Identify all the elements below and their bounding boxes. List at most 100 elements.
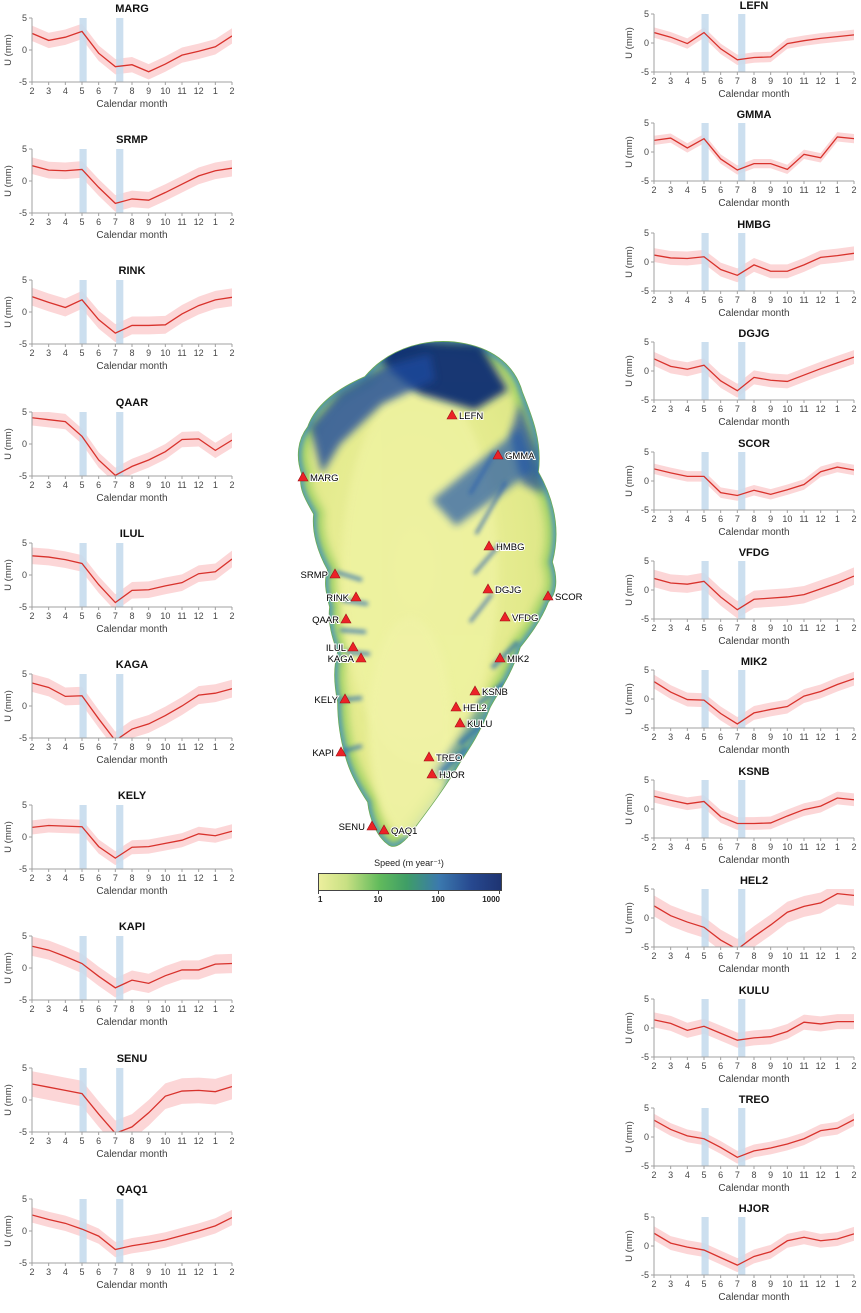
x-tick-label: 11 bbox=[177, 348, 186, 358]
x-tick-label: 7 bbox=[113, 348, 118, 358]
station-triangle-marker bbox=[483, 540, 495, 551]
y-tick-label: -5 bbox=[19, 1258, 27, 1268]
x-tick-label: 5 bbox=[79, 742, 84, 752]
x-axis-label: Calendar month bbox=[96, 361, 167, 372]
y-axis-label: U (mm) bbox=[624, 136, 635, 168]
station-triangle-marker bbox=[350, 591, 362, 602]
x-tick-label: 2 bbox=[851, 514, 856, 524]
plot-area bbox=[32, 936, 232, 1000]
uncertainty-band bbox=[32, 412, 232, 476]
x-tick-label: 3 bbox=[668, 951, 673, 961]
station-label: HJOR bbox=[439, 770, 465, 781]
station-treo: TREO bbox=[423, 751, 463, 765]
x-tick-label: 7 bbox=[735, 1061, 740, 1071]
speed-colorbar: Speed (m year⁻¹) 1 10 100 1000 bbox=[318, 858, 502, 906]
y-axis-label: U (mm) bbox=[624, 902, 635, 934]
y-axis-label: U (mm) bbox=[3, 821, 14, 853]
x-tick-label: 8 bbox=[751, 514, 756, 524]
plot-title: LEFN bbox=[740, 0, 769, 12]
subplot-marg: 5 0 -5 2 3 4 5 6 7 8 9 10 11 12 1 2 MARG Calendar month U … bbox=[0, 2, 238, 133]
station-hmbg: HMBG bbox=[483, 540, 526, 554]
plot-title: SENU bbox=[117, 1053, 148, 1065]
x-tick-label: 10 bbox=[160, 86, 170, 96]
x-tick-label: 12 bbox=[194, 1004, 204, 1014]
y-tick-label: 5 bbox=[644, 556, 649, 566]
mean-displacement-line bbox=[654, 678, 854, 725]
subplot-ksnb: 5 0 -5 2 3 4 5 6 7 8 9 10 11 12 1 2 KSNB Calendar month U … bbox=[621, 766, 860, 876]
station-label: DGJG bbox=[495, 585, 521, 596]
x-tick-label: 6 bbox=[718, 732, 723, 742]
x-tick-label: 4 bbox=[685, 623, 690, 633]
x-tick-label: 9 bbox=[768, 1061, 773, 1071]
x-tick-label: 1 bbox=[213, 1136, 218, 1146]
x-tick-label: 9 bbox=[768, 295, 773, 305]
station-lefn: LEFN bbox=[446, 409, 484, 423]
y-axis-label: U (mm) bbox=[3, 1084, 14, 1116]
y-axis-label: U (mm) bbox=[624, 1230, 635, 1262]
x-tick-label: 2 bbox=[851, 1061, 856, 1071]
x-axis-label: Calendar month bbox=[718, 1292, 789, 1303]
y-tick-label: -5 bbox=[641, 1161, 649, 1171]
season-highlight-bar bbox=[701, 452, 709, 510]
subplot-qaq1: 5 0 -5 2 3 4 5 6 7 8 9 10 11 12 1 2 QAQ1 Calendar month U … bbox=[0, 1183, 238, 1313]
y-tick-label: 5 bbox=[644, 665, 649, 675]
x-tick-label: 10 bbox=[782, 951, 792, 961]
x-tick-label: 12 bbox=[816, 185, 826, 195]
x-tick-label: 10 bbox=[782, 1061, 792, 1071]
y-tick-label: 5 bbox=[644, 884, 649, 894]
plot-area bbox=[654, 452, 854, 510]
x-tick-label: 8 bbox=[751, 185, 756, 195]
season-highlight-bar bbox=[79, 936, 87, 1000]
subplot-hjor: 5 0 -5 2 3 4 5 6 7 8 9 10 11 12 1 2 HJOR Calendar month U … bbox=[621, 1203, 860, 1313]
x-tick-label: 3 bbox=[46, 742, 51, 752]
x-tick-label: 10 bbox=[782, 404, 792, 414]
y-tick-label: 0 bbox=[644, 585, 649, 595]
x-tick-label: 3 bbox=[668, 1279, 673, 1289]
subplot-gmma: 5 0 -5 2 3 4 5 6 7 8 9 10 11 12 1 2 GMMA Calendar month U … bbox=[621, 109, 860, 219]
uncertainty-band bbox=[32, 936, 232, 998]
x-tick-label: 2 bbox=[29, 742, 34, 752]
y-axis-label: U (mm) bbox=[3, 34, 14, 66]
plot-area bbox=[654, 561, 854, 619]
y-tick-label: 5 bbox=[644, 228, 649, 238]
x-tick-label: 10 bbox=[160, 217, 170, 227]
x-tick-label: 1 bbox=[835, 1061, 840, 1071]
x-tick-label: 1 bbox=[213, 1267, 218, 1277]
x-tick-label: 10 bbox=[782, 623, 792, 633]
x-tick-label: 2 bbox=[851, 951, 856, 961]
y-axis-label: U (mm) bbox=[3, 165, 14, 197]
x-tick-label: 7 bbox=[113, 742, 118, 752]
colorbar-gradient bbox=[318, 873, 502, 891]
season-highlight-bar bbox=[116, 18, 124, 82]
x-tick-label: 9 bbox=[768, 1170, 773, 1180]
station-kaga: KAGA bbox=[327, 652, 367, 666]
x-tick-label: 5 bbox=[79, 86, 84, 96]
x-tick-label: 3 bbox=[46, 1136, 51, 1146]
y-axis-label: U (mm) bbox=[624, 793, 635, 825]
x-tick-label: 7 bbox=[735, 951, 740, 961]
x-tick-label: 2 bbox=[651, 1061, 656, 1071]
x-tick-label: 6 bbox=[718, 295, 723, 305]
mean-displacement-line bbox=[32, 555, 232, 604]
x-tick-label: 9 bbox=[146, 348, 151, 358]
colorbar-tickmark bbox=[378, 891, 379, 894]
mean-displacement-line bbox=[654, 31, 854, 61]
colorbar-tick-label: 1000 bbox=[482, 895, 500, 904]
y-tick-label: 5 bbox=[22, 144, 27, 154]
plot-area bbox=[654, 14, 854, 72]
x-tick-label: 7 bbox=[113, 86, 118, 96]
season-highlight-bar bbox=[79, 1199, 87, 1263]
x-tick-label: 6 bbox=[96, 1136, 101, 1146]
x-tick-label: 12 bbox=[194, 611, 204, 621]
subplot-ilul: 5 0 -5 2 3 4 5 6 7 8 9 10 11 12 1 2 ILUL Calendar month U … bbox=[0, 527, 238, 658]
x-tick-label: 2 bbox=[229, 480, 234, 490]
greenland-map: LEFN GMMA MARG HMBG SRMP RINK DGJG SCOR QAAR VFDG… bbox=[270, 332, 615, 872]
mean-displacement-line bbox=[654, 252, 854, 277]
y-tick-label: 5 bbox=[644, 118, 649, 128]
y-tick-label: 0 bbox=[22, 1226, 27, 1236]
